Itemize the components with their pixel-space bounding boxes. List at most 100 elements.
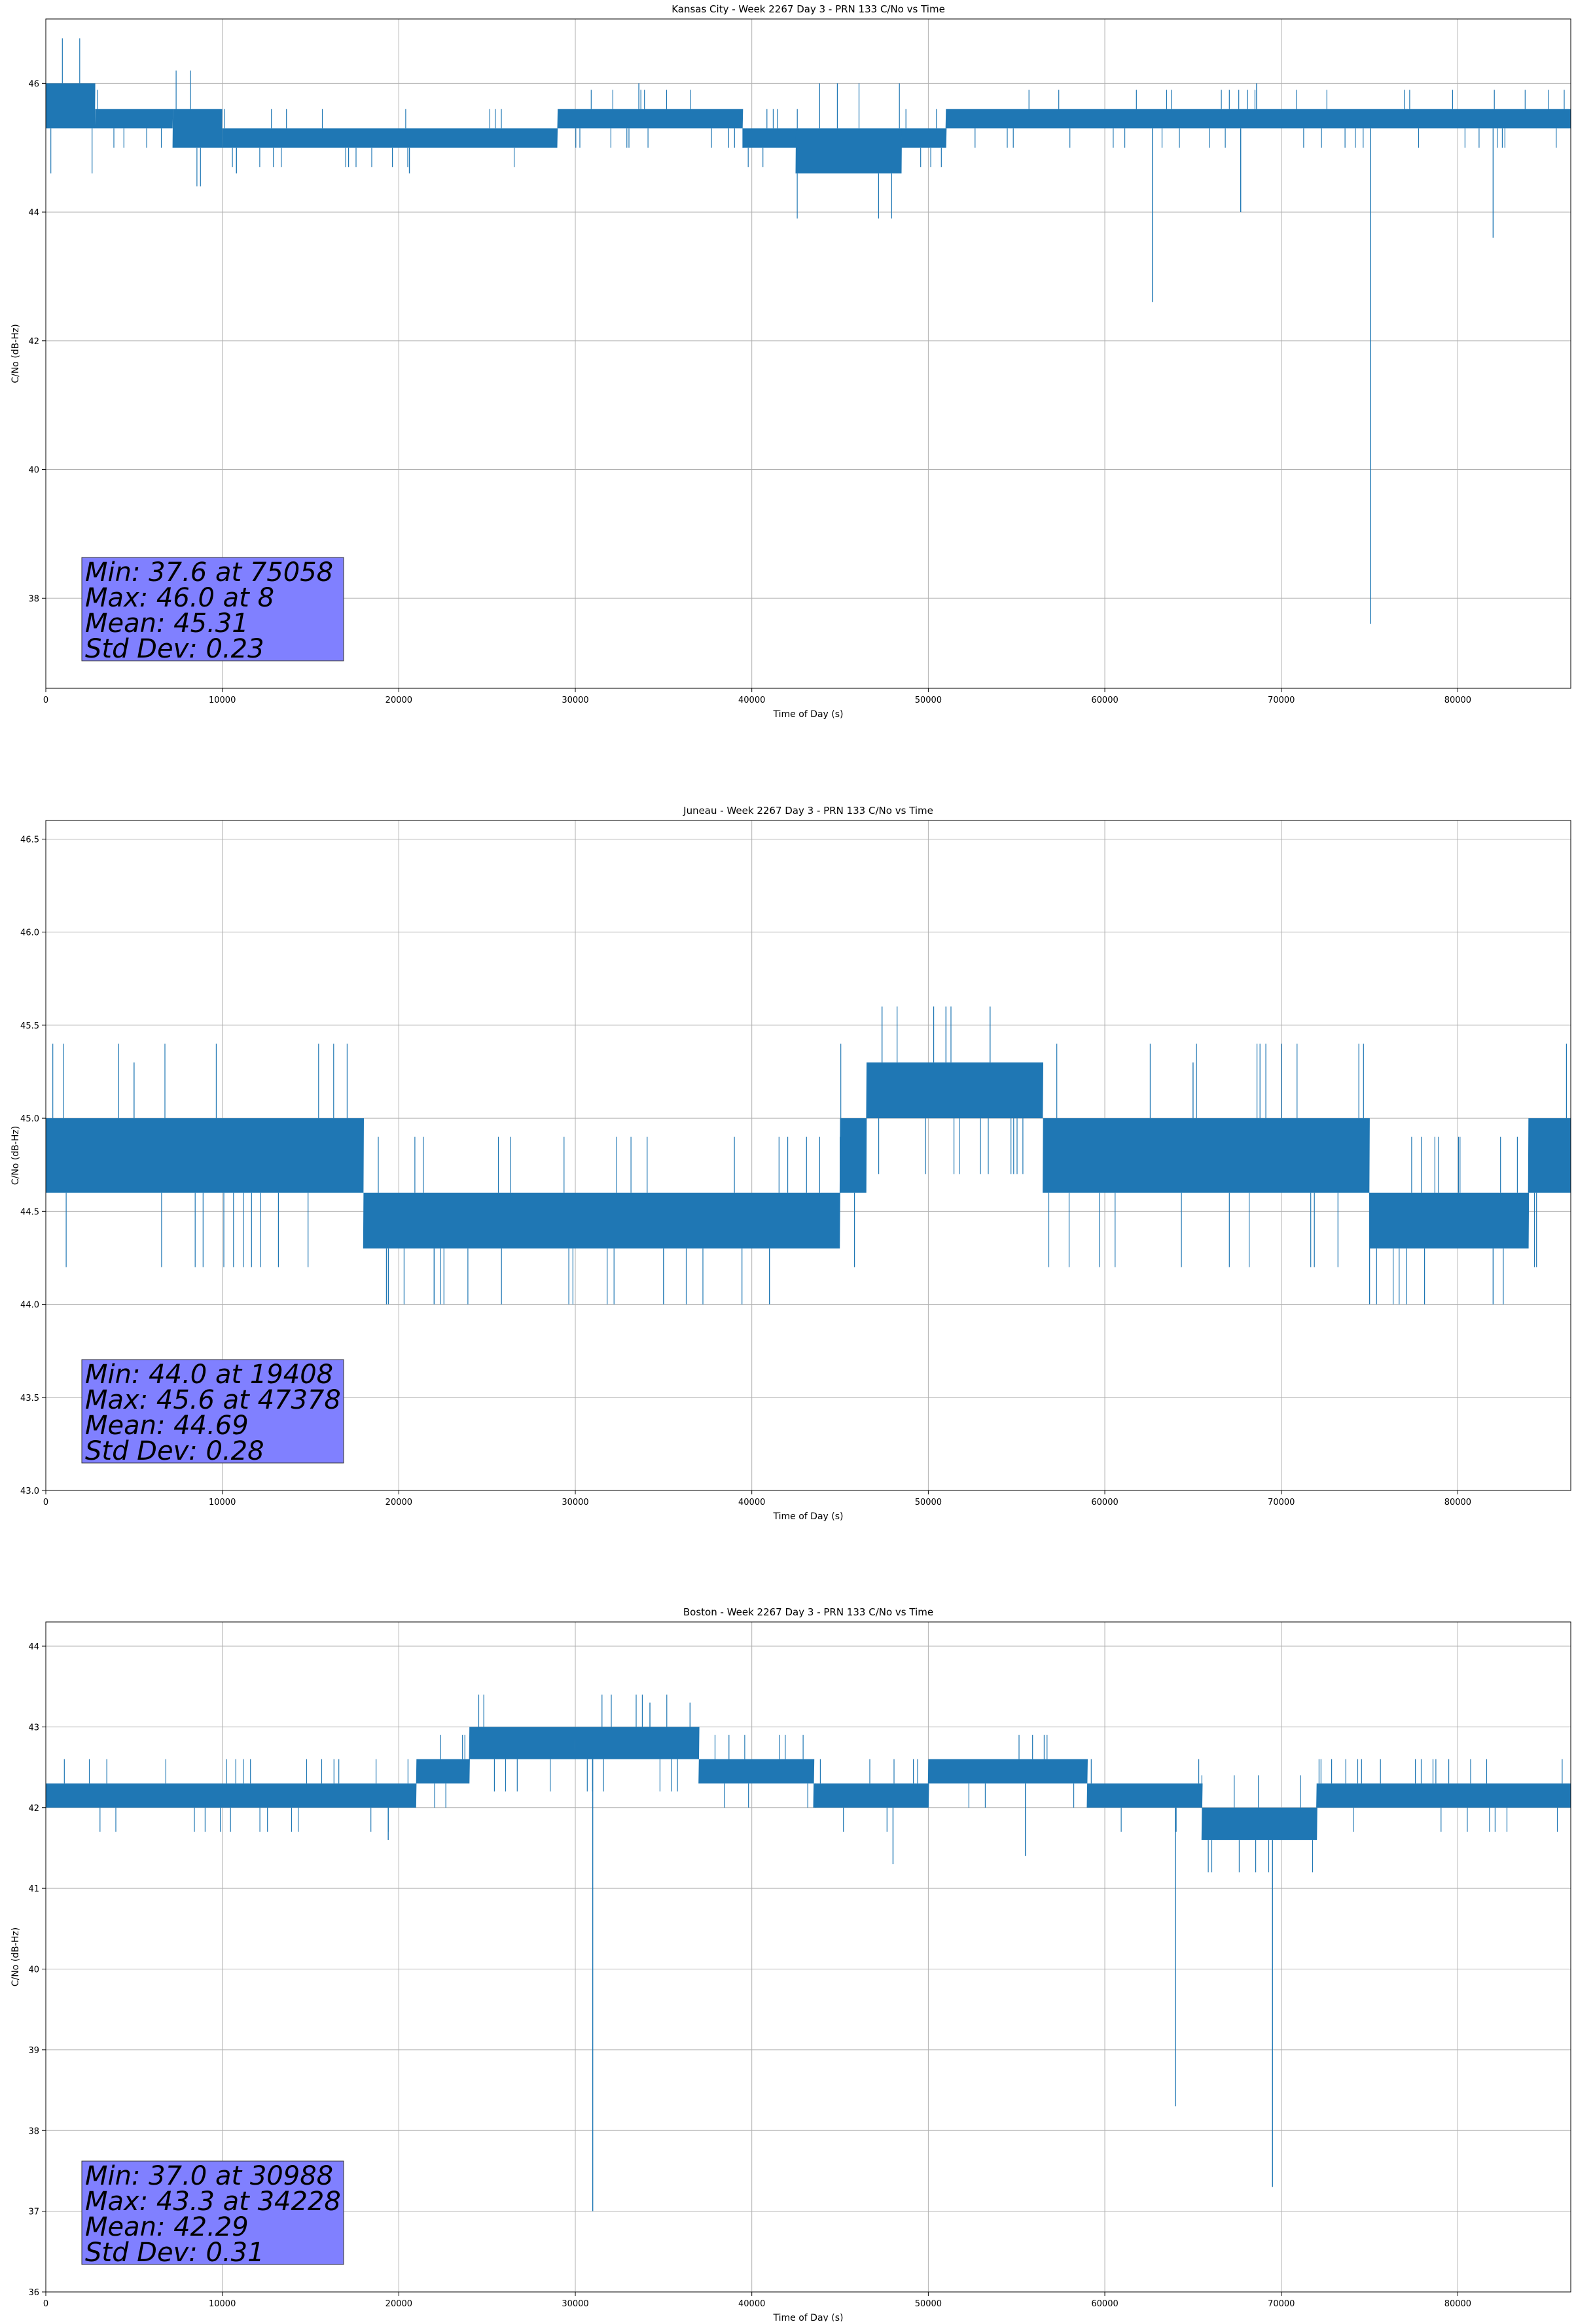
- data-excursions: [968, 1734, 1075, 1808]
- x-tick-label: 50000: [915, 2299, 942, 2309]
- chart-title: Juneau - Week 2267 Day 3 - PRN 133 C/No …: [683, 805, 933, 817]
- chart-0: Kansas City - Week 2267 Day 3 - PRN 133 …: [10, 3, 1571, 720]
- x-tick-label: 10000: [209, 695, 236, 705]
- stats-box: [81, 1359, 344, 1464]
- x-tick-label: 40000: [738, 1498, 765, 1507]
- y-tick-label: 46: [28, 79, 39, 89]
- axes-frame: [45, 820, 1571, 1491]
- data-band: [839, 1118, 867, 1193]
- data-band: [172, 109, 223, 148]
- stats-line: Std Dev: 0.23: [85, 634, 264, 664]
- data-excursions: [1090, 1759, 1200, 1832]
- x-tick-label: 30000: [562, 1498, 588, 1507]
- data-band: [94, 109, 173, 129]
- x-tick-label: 60000: [1091, 2299, 1118, 2309]
- series-group: [46, 1695, 1571, 2211]
- stats-line: Max: 46.0 at 8: [85, 583, 274, 613]
- data-excursions: [50, 38, 93, 174]
- y-axis-label: C/No (dB-Hz): [10, 1126, 21, 1185]
- data-excursions: [97, 90, 162, 148]
- y-tick-label: 36: [28, 2288, 39, 2298]
- chart-2: Boston - Week 2267 Day 3 - PRN 133 C/No …: [10, 1606, 1571, 2323]
- data-excursions: [378, 1136, 841, 1305]
- x-axis-label: Time of Day (s): [773, 2313, 844, 2321]
- data-band: [1043, 1118, 1370, 1193]
- x-tick-label: 80000: [1444, 695, 1471, 705]
- y-tick-label: 46.0: [20, 928, 39, 938]
- chart-title: Boston - Week 2267 Day 3 - PRN 133 C/No …: [683, 1606, 933, 1618]
- series-group: [46, 1006, 1571, 1305]
- x-tick-label: 30000: [562, 695, 588, 705]
- data-excursions: [1318, 1759, 1563, 1832]
- y-tick-label: 39: [28, 2046, 39, 2056]
- x-tick-label: 0: [43, 695, 48, 705]
- stats-line: Std Dev: 0.31: [85, 2238, 264, 2268]
- stats-line: Min: 44.0 at 19408: [85, 1360, 333, 1390]
- data-band: [1316, 1783, 1571, 1808]
- y-tick-label: 43.5: [20, 1394, 39, 1403]
- y-tick-label: 44.5: [20, 1207, 39, 1217]
- x-tick-label: 20000: [385, 2299, 412, 2309]
- x-tick-label: 80000: [1444, 2299, 1471, 2309]
- y-tick-label: 41: [28, 1884, 39, 1894]
- stats-line: Min: 37.6 at 75058: [85, 557, 333, 588]
- stats-box: [81, 557, 344, 661]
- data-band: [742, 128, 797, 148]
- stats-line: Max: 45.6 at 47378: [85, 1385, 341, 1415]
- data-excursions: [840, 1044, 855, 1267]
- x-tick-label: 70000: [1268, 2299, 1295, 2309]
- x-tick-label: 20000: [385, 695, 412, 705]
- data-excursions: [1048, 1044, 1364, 1267]
- data-band: [416, 1759, 470, 1784]
- data-band: [813, 1783, 929, 1808]
- y-tick-label: 40: [28, 466, 39, 476]
- stats-line: Mean: 42.29: [85, 2212, 249, 2242]
- x-tick-label: 30000: [562, 2299, 588, 2309]
- axes-frame: [45, 1621, 1571, 2293]
- x-tick-label: 40000: [738, 2299, 765, 2309]
- y-tick-label: 45.0: [20, 1114, 39, 1124]
- stats-line: Std Dev: 0.28: [85, 1436, 264, 1466]
- x-axis-label: Time of Day (s): [773, 1511, 844, 1522]
- x-tick-label: 60000: [1091, 1498, 1118, 1507]
- y-tick-label: 38: [28, 2126, 39, 2136]
- data-band: [222, 128, 558, 148]
- data-band: [1201, 1807, 1317, 1840]
- y-tick-label: 43.0: [20, 1487, 39, 1496]
- data-band: [698, 1759, 815, 1784]
- y-axis-label: C/No (dB-Hz): [10, 1928, 21, 1986]
- y-tick-label: 44.0: [20, 1301, 39, 1311]
- data-excursions: [797, 83, 900, 219]
- data-band: [1369, 1192, 1530, 1249]
- data-band: [46, 1783, 417, 1808]
- data-excursions: [878, 1006, 1024, 1174]
- data-excursions: [747, 109, 798, 167]
- data-band: [1528, 1118, 1571, 1193]
- stats-line: Max: 43.3 at 34228: [85, 2187, 341, 2217]
- x-tick-label: 70000: [1268, 695, 1295, 705]
- x-tick-label: 10000: [209, 1498, 236, 1507]
- axes-frame: [45, 18, 1571, 689]
- data-excursions: [1376, 1136, 1518, 1305]
- y-tick-label: 42: [28, 337, 39, 347]
- data-band: [945, 109, 1571, 129]
- y-tick-label: 38: [28, 594, 39, 604]
- stats-line: Mean: 44.69: [85, 1411, 249, 1441]
- data-excursions: [975, 90, 1565, 148]
- data-excursions: [1201, 1775, 1314, 1873]
- data-band: [575, 1727, 700, 1759]
- y-axis-label: C/No (dB-Hz): [10, 324, 21, 383]
- data-excursions: [434, 1734, 465, 1808]
- data-band: [795, 128, 903, 174]
- x-axis-label: Time of Day (s): [773, 709, 844, 720]
- stats-line: Min: 37.0 at 30988: [85, 2161, 333, 2191]
- x-tick-label: 70000: [1268, 1498, 1295, 1507]
- y-tick-label: 44: [28, 1642, 39, 1652]
- stats-box: [81, 2160, 344, 2265]
- y-tick-label: 37: [28, 2208, 39, 2217]
- data-band: [557, 109, 743, 129]
- y-tick-label: 45.5: [20, 1021, 39, 1031]
- data-band: [927, 1759, 1088, 1784]
- series-group: [46, 38, 1571, 624]
